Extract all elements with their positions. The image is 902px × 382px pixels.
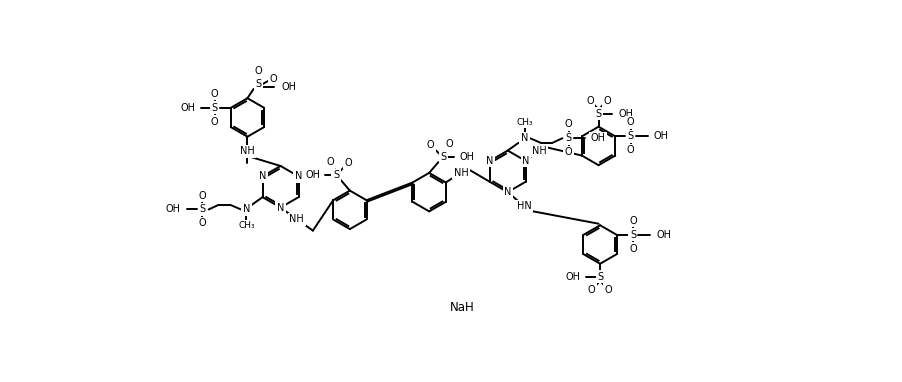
Text: O: O bbox=[603, 96, 611, 105]
Text: O: O bbox=[565, 120, 573, 129]
Text: OH: OH bbox=[565, 272, 580, 282]
Text: S: S bbox=[212, 103, 217, 113]
Text: O: O bbox=[627, 117, 634, 128]
Text: O: O bbox=[254, 66, 262, 76]
Text: O: O bbox=[629, 244, 637, 254]
Text: N: N bbox=[522, 156, 529, 166]
Text: OH: OH bbox=[180, 103, 196, 113]
Text: O: O bbox=[326, 157, 334, 167]
Text: N: N bbox=[295, 172, 302, 181]
Text: O: O bbox=[427, 140, 435, 150]
Text: OH: OH bbox=[306, 170, 320, 180]
Text: N: N bbox=[504, 187, 511, 197]
Text: NH: NH bbox=[240, 146, 255, 156]
Text: NaH: NaH bbox=[450, 301, 474, 314]
Text: O: O bbox=[604, 285, 612, 295]
Text: O: O bbox=[588, 285, 595, 295]
Text: S: S bbox=[628, 131, 634, 141]
Text: O: O bbox=[565, 147, 573, 157]
Text: O: O bbox=[198, 191, 207, 201]
Text: CH₃: CH₃ bbox=[516, 118, 533, 126]
Text: O: O bbox=[586, 96, 594, 105]
Text: OH: OH bbox=[281, 82, 297, 92]
Text: O: O bbox=[270, 74, 278, 84]
Text: OH: OH bbox=[166, 204, 181, 214]
Text: S: S bbox=[597, 272, 603, 282]
Text: O: O bbox=[629, 216, 637, 226]
Text: HN: HN bbox=[517, 201, 531, 211]
Text: OH: OH bbox=[591, 133, 606, 143]
Text: NH: NH bbox=[532, 146, 547, 156]
Text: OH: OH bbox=[619, 108, 633, 118]
Text: O: O bbox=[198, 219, 207, 228]
Text: S: S bbox=[440, 152, 446, 162]
Text: O: O bbox=[446, 139, 453, 149]
Text: NH: NH bbox=[290, 214, 304, 224]
Text: N: N bbox=[243, 204, 250, 214]
Text: O: O bbox=[211, 117, 218, 127]
Text: N: N bbox=[277, 202, 284, 212]
Text: N: N bbox=[259, 172, 266, 181]
Text: CH₃: CH₃ bbox=[238, 221, 254, 230]
Text: S: S bbox=[595, 108, 602, 118]
Text: S: S bbox=[255, 79, 262, 89]
Text: S: S bbox=[199, 204, 206, 214]
Text: NH: NH bbox=[454, 167, 469, 178]
Text: S: S bbox=[630, 230, 636, 240]
Text: OH: OH bbox=[656, 230, 671, 240]
Text: O: O bbox=[627, 145, 634, 155]
Text: O: O bbox=[345, 158, 352, 168]
Text: S: S bbox=[333, 170, 339, 180]
Text: N: N bbox=[486, 156, 493, 166]
Text: OH: OH bbox=[459, 152, 474, 162]
Text: N: N bbox=[521, 133, 529, 143]
Text: S: S bbox=[566, 133, 572, 143]
Text: O: O bbox=[211, 89, 218, 99]
Text: OH: OH bbox=[654, 131, 668, 141]
